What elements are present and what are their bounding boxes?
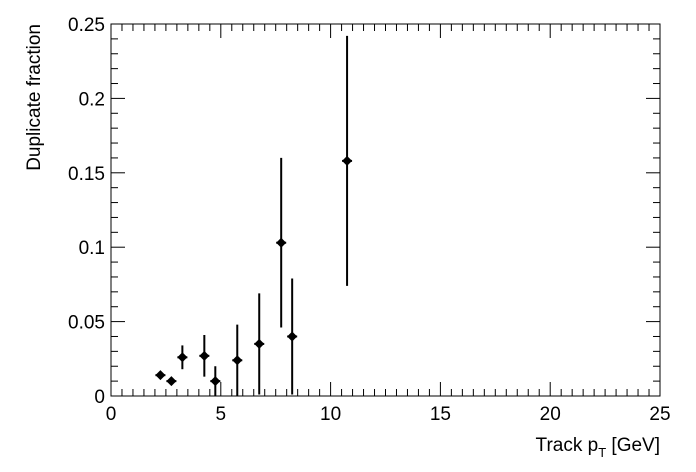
marker	[177, 352, 188, 363]
y-ticks	[111, 23, 660, 397]
data-point	[210, 366, 221, 396]
marker	[287, 331, 298, 342]
marker	[276, 237, 287, 248]
x-tick-labels: 0 5 10 15 20 25	[106, 404, 671, 425]
data-point	[155, 370, 166, 381]
marker	[155, 370, 166, 381]
x-tick-label: 5	[216, 404, 227, 425]
data-point	[232, 324, 243, 396]
data-point	[177, 345, 188, 370]
marker	[210, 376, 221, 387]
x-ticks	[110, 24, 661, 396]
y-tick-label: 0	[94, 387, 105, 408]
plot-frame	[110, 23, 661, 397]
data-point	[287, 278, 298, 395]
marker	[166, 376, 177, 387]
data-point	[254, 293, 265, 395]
data-point	[342, 35, 353, 286]
x-tick-label: 25	[649, 404, 670, 425]
y-axis-label: Duplicate fraction	[24, 24, 45, 171]
y-tick-label: 0.2	[79, 89, 105, 110]
y-tick-label: 0.25	[68, 15, 105, 36]
x-axis-label-main: Track p	[536, 435, 599, 456]
y-tick-labels: 0 0.05 0.1 0.15 0.2 0.25	[68, 15, 105, 408]
x-axis-label-unit: [GeV]	[606, 435, 660, 456]
x-axis-label-subscript: T	[598, 445, 606, 460]
x-tick-label: 10	[320, 404, 341, 425]
marker	[232, 355, 243, 366]
x-axis-label: Track pT [GeV]	[536, 435, 660, 460]
marker	[254, 338, 265, 349]
data-points	[155, 35, 353, 396]
data-point	[166, 376, 177, 387]
x-tick-label: 20	[540, 404, 561, 425]
x-tick-label: 15	[430, 404, 451, 425]
x-tick-label: 0	[106, 404, 117, 425]
marker	[199, 350, 210, 361]
data-point	[276, 157, 287, 328]
y-tick-label: 0.15	[68, 164, 105, 185]
data-point	[199, 334, 210, 377]
marker	[342, 155, 353, 166]
y-tick-label: 0.05	[68, 313, 105, 334]
y-tick-label: 0.1	[79, 238, 105, 259]
